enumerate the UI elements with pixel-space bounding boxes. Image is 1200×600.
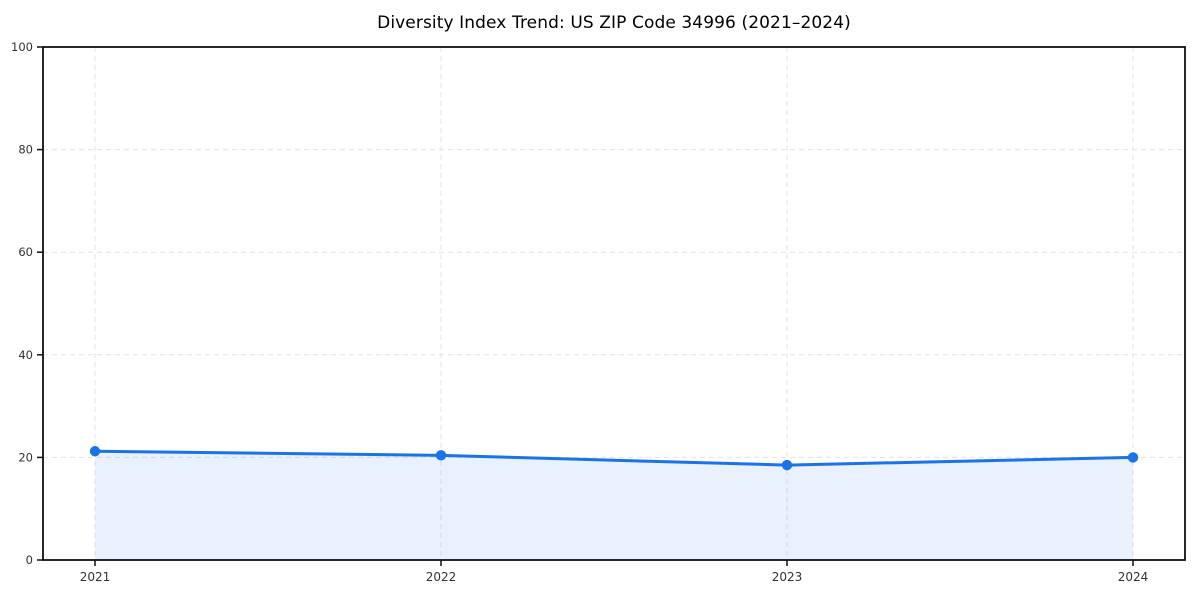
y-tick-label: 20 [18, 450, 33, 464]
trend-line [93, 449, 1135, 467]
x-tick-label: 2023 [772, 570, 803, 584]
data-point-marker [435, 450, 447, 461]
x-tick-label: 2024 [1118, 570, 1149, 584]
data-point-marker [89, 446, 101, 457]
y-tick-label: 100 [11, 40, 33, 54]
y-tick-label: 40 [18, 348, 33, 362]
plot-border [42, 46, 1186, 561]
data-point-marker [781, 459, 793, 471]
x-tick-label: 2022 [426, 570, 457, 584]
y-tick-label: 0 [26, 553, 33, 567]
x-tick-label: 2021 [80, 570, 111, 584]
chart-title: Diversity Index Trend: US ZIP Code 34996… [377, 13, 851, 33]
area-fill [95, 451, 1133, 560]
y-tick-label: 60 [18, 245, 33, 259]
data-point-marker [1127, 452, 1139, 463]
y-tick-label: 80 [18, 143, 33, 157]
